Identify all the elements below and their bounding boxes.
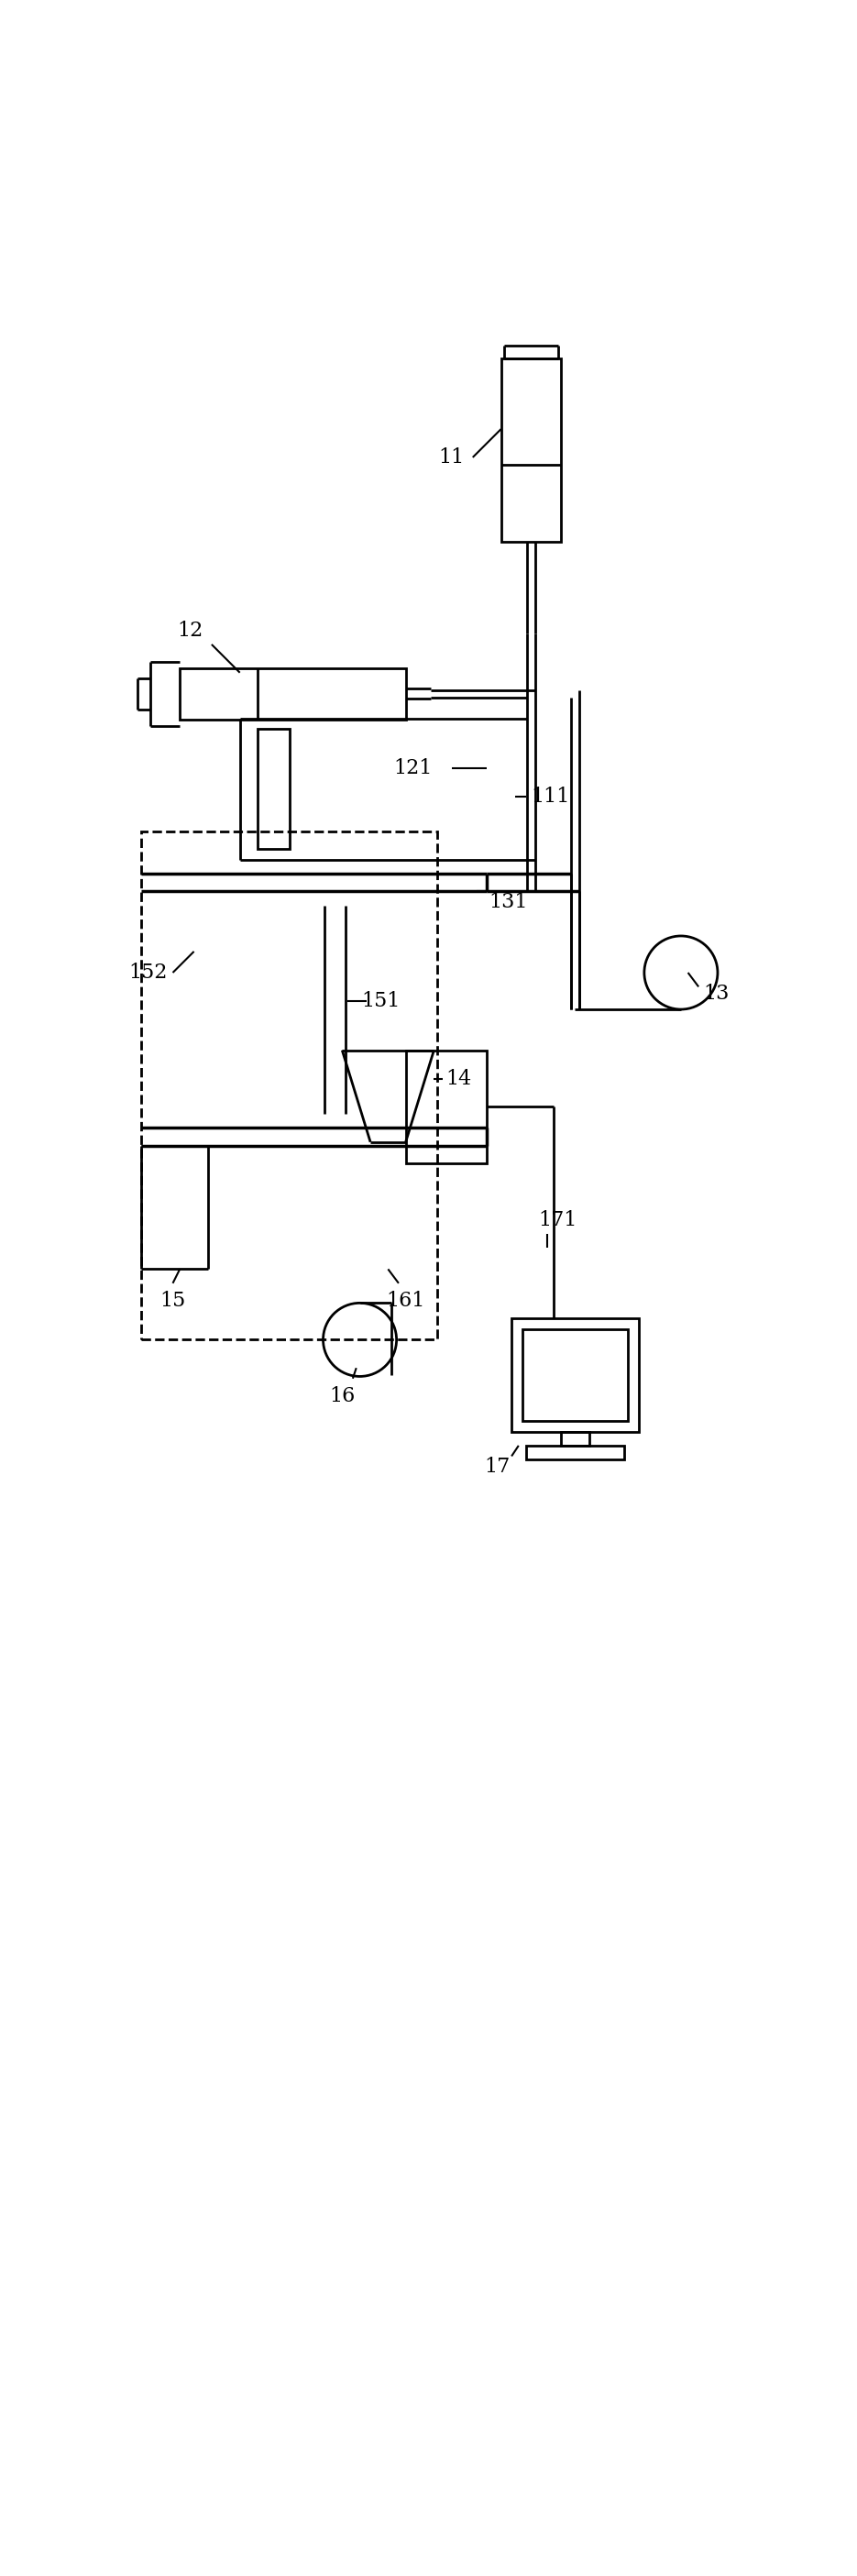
Text: 15: 15: [160, 1291, 186, 1311]
Text: 111: 111: [531, 786, 570, 806]
Bar: [522, 1329, 628, 1422]
Text: 131: 131: [488, 891, 528, 912]
Text: 13: 13: [704, 984, 729, 1005]
Text: 151: 151: [362, 992, 400, 1010]
Text: 121: 121: [393, 757, 432, 778]
Text: 17: 17: [484, 1455, 511, 1476]
Text: 14: 14: [446, 1069, 471, 1090]
Bar: [141, 832, 437, 1340]
Text: 12: 12: [177, 621, 203, 641]
Text: 161: 161: [387, 1291, 425, 1311]
Bar: [501, 358, 561, 541]
Text: 171: 171: [538, 1211, 577, 1229]
Bar: [525, 1445, 625, 1461]
Bar: [180, 667, 405, 719]
Text: 16: 16: [329, 1386, 355, 1406]
Bar: [257, 729, 290, 850]
Text: 11: 11: [439, 448, 464, 466]
Bar: [405, 1051, 487, 1164]
Text: 152: 152: [129, 963, 167, 981]
Bar: [512, 1319, 638, 1432]
Bar: [561, 1432, 590, 1445]
